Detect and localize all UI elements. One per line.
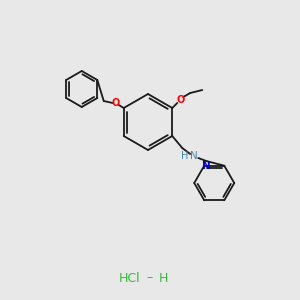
Text: HCl: HCl (119, 272, 141, 284)
Text: –: – (147, 272, 153, 284)
Text: N: N (202, 161, 211, 171)
Text: O: O (112, 98, 120, 108)
Text: N: N (190, 151, 198, 161)
Text: H: H (158, 272, 168, 284)
Text: O: O (176, 95, 184, 105)
Text: H: H (181, 151, 188, 161)
